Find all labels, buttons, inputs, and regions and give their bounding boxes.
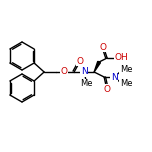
Text: O: O: [104, 85, 111, 93]
Text: O: O: [61, 67, 68, 76]
Text: O: O: [77, 57, 84, 66]
Text: N: N: [81, 67, 88, 76]
Text: OH: OH: [114, 54, 128, 62]
Text: Me: Me: [80, 79, 92, 88]
Polygon shape: [94, 61, 100, 72]
Text: Me: Me: [120, 66, 132, 74]
Text: N: N: [111, 73, 117, 81]
Text: O: O: [100, 43, 107, 52]
Text: Me: Me: [120, 79, 132, 88]
